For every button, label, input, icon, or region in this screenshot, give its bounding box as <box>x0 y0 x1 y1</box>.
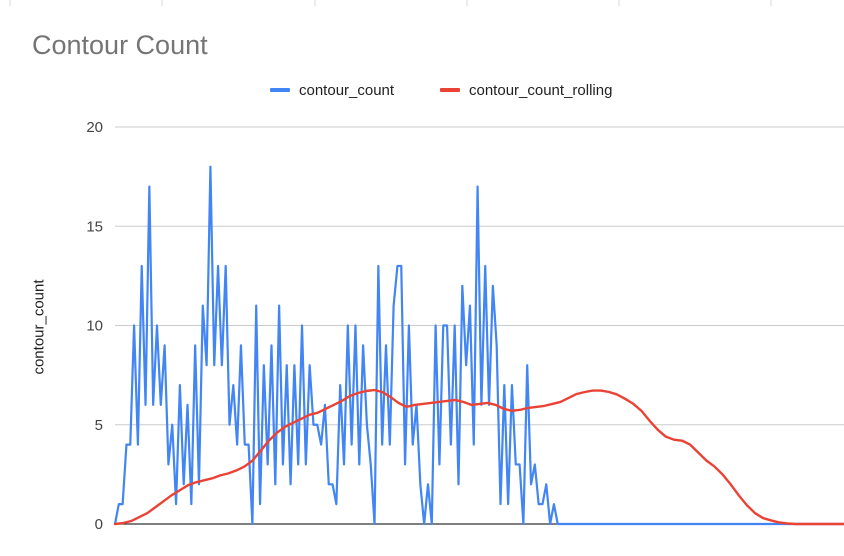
legend-label-contour-count: contour_count <box>299 81 395 99</box>
y-tick-label-10: 10 <box>86 318 103 335</box>
legend-swatch-red <box>440 88 460 92</box>
legend-label-contour-count-rolling: contour_count_rolling <box>469 81 613 99</box>
y-tick-label-5: 5 <box>95 417 103 434</box>
y-tick-label-20: 20 <box>86 119 103 136</box>
legend: contour_count contour_count_rolling <box>0 80 844 100</box>
top-gridline-strip <box>9 0 772 6</box>
y-tick-label-15: 15 <box>86 218 103 235</box>
chart-title: Contour Count <box>32 30 208 60</box>
legend-item-contour-count[interactable]: contour_count <box>270 80 394 100</box>
y-tick-label-0: 0 <box>95 516 103 533</box>
legend-swatch-blue <box>270 88 290 92</box>
series-line-contour-count-rolling[interactable] <box>113 388 844 526</box>
legend-item-contour-count-rolling[interactable]: contour_count_rolling <box>440 80 612 100</box>
series-line-contour-count[interactable] <box>113 165 844 526</box>
